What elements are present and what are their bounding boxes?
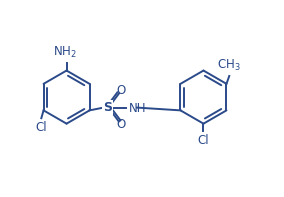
Text: NH: NH	[129, 102, 146, 115]
Text: Cl: Cl	[198, 134, 209, 147]
Text: NH$_2$: NH$_2$	[53, 45, 77, 60]
Text: S: S	[103, 101, 112, 114]
Text: O: O	[116, 118, 126, 131]
Text: Cl: Cl	[35, 121, 47, 134]
Text: CH$_3$: CH$_3$	[218, 58, 241, 73]
Text: O: O	[116, 84, 126, 97]
